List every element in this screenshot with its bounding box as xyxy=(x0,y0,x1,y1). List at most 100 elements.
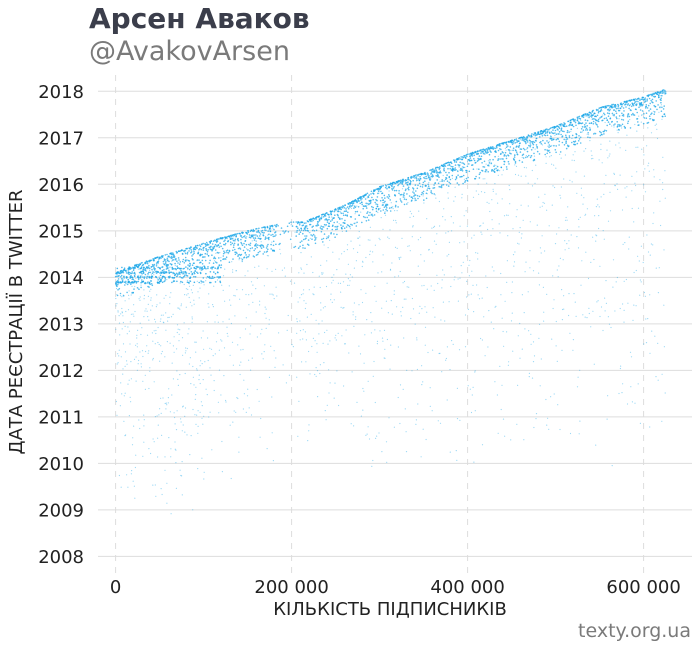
data-point xyxy=(531,135,533,138)
data-point xyxy=(192,258,194,261)
data-point xyxy=(288,374,290,376)
data-point xyxy=(150,288,152,290)
data-point xyxy=(179,282,181,284)
data-point xyxy=(305,339,307,341)
y-tick-label: 2011 xyxy=(38,407,84,428)
data-point xyxy=(513,156,516,158)
data-point xyxy=(307,440,309,442)
data-point xyxy=(157,271,160,273)
data-point xyxy=(272,235,275,238)
data-point xyxy=(202,268,204,270)
data-point xyxy=(139,427,141,430)
data-point xyxy=(478,158,481,161)
data-point xyxy=(407,186,410,189)
data-point xyxy=(385,205,388,207)
data-point xyxy=(308,289,310,291)
data-point xyxy=(205,388,207,390)
data-point xyxy=(481,170,484,172)
data-point xyxy=(152,438,154,440)
data-point xyxy=(388,207,391,209)
data-point xyxy=(183,322,185,324)
data-point xyxy=(605,105,607,107)
data-point xyxy=(181,430,183,432)
data-point xyxy=(535,413,538,415)
data-point xyxy=(163,297,165,299)
data-point xyxy=(411,297,413,300)
data-point xyxy=(174,416,176,419)
data-point xyxy=(293,246,295,249)
data-point xyxy=(491,169,493,171)
data-point xyxy=(448,253,450,256)
data-point xyxy=(406,193,408,195)
data-point xyxy=(238,451,240,453)
data-point xyxy=(545,162,547,164)
data-point xyxy=(326,227,329,230)
data-point xyxy=(213,276,216,279)
data-point xyxy=(376,205,379,208)
data-point xyxy=(135,454,137,456)
x-tick-label: 400 000 xyxy=(430,577,504,598)
data-point xyxy=(405,298,407,300)
data-point xyxy=(377,208,380,211)
data-point xyxy=(499,170,501,172)
data-point xyxy=(412,176,414,179)
data-point xyxy=(202,423,204,425)
data-point xyxy=(468,275,470,277)
data-point xyxy=(482,151,485,153)
data-point xyxy=(618,115,621,117)
data-point xyxy=(640,121,642,123)
data-point xyxy=(302,229,305,232)
data-point xyxy=(184,407,187,409)
data-point xyxy=(500,294,502,296)
data-point xyxy=(544,134,547,137)
data-point xyxy=(371,321,373,323)
data-point xyxy=(279,253,282,255)
data-point xyxy=(516,153,519,156)
data-point xyxy=(142,355,144,358)
data-point xyxy=(376,343,378,345)
data-point xyxy=(185,288,187,290)
data-point xyxy=(621,127,623,129)
data-point xyxy=(626,186,628,188)
data-point xyxy=(583,197,585,199)
data-point xyxy=(503,345,505,347)
data-point xyxy=(240,243,243,245)
data-point xyxy=(367,426,369,428)
data-point xyxy=(641,148,643,150)
data-point xyxy=(534,134,537,137)
data-point xyxy=(391,185,393,188)
data-point xyxy=(654,96,657,98)
data-point xyxy=(601,110,603,112)
data-point xyxy=(394,246,397,248)
data-point xyxy=(224,268,226,270)
data-point xyxy=(196,368,198,370)
data-point xyxy=(264,306,266,308)
data-point xyxy=(416,179,418,181)
data-point xyxy=(352,202,355,204)
data-point xyxy=(502,158,504,160)
data-point xyxy=(400,181,402,184)
data-point xyxy=(248,359,250,361)
data-point xyxy=(456,182,459,184)
data-point xyxy=(402,185,405,187)
data-point xyxy=(132,480,134,482)
data-point xyxy=(157,262,159,265)
data-point xyxy=(149,367,151,369)
data-point xyxy=(607,157,609,159)
data-point xyxy=(155,332,157,335)
data-point xyxy=(582,116,585,119)
data-point xyxy=(633,99,636,102)
data-point xyxy=(174,448,176,450)
data-point xyxy=(458,158,460,160)
data-point xyxy=(433,169,435,171)
data-point xyxy=(211,254,213,256)
data-point xyxy=(178,307,180,309)
data-point xyxy=(140,363,142,365)
data-point xyxy=(248,254,250,256)
data-point xyxy=(655,123,658,125)
data-point xyxy=(391,183,394,186)
data-point xyxy=(151,270,153,272)
data-point xyxy=(115,282,117,284)
data-point xyxy=(580,284,582,286)
data-point xyxy=(410,177,413,179)
